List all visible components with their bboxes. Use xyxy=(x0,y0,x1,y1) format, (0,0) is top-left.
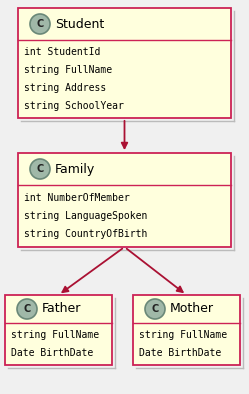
Text: Father: Father xyxy=(42,303,81,316)
Text: Family: Family xyxy=(55,162,95,175)
Bar xyxy=(18,8,231,118)
Text: Date BirthDate: Date BirthDate xyxy=(11,348,93,358)
Text: string FullName: string FullName xyxy=(24,65,112,75)
Text: C: C xyxy=(36,164,44,174)
Text: string FullName: string FullName xyxy=(139,330,227,340)
Text: C: C xyxy=(23,304,31,314)
Text: string Address: string Address xyxy=(24,83,106,93)
Text: int NumberOfMember: int NumberOfMember xyxy=(24,193,130,203)
Text: string LanguageSpoken: string LanguageSpoken xyxy=(24,211,147,221)
Text: string CountryOfBirth: string CountryOfBirth xyxy=(24,229,147,239)
Text: C: C xyxy=(151,304,159,314)
Circle shape xyxy=(30,14,50,34)
Circle shape xyxy=(145,299,165,319)
Text: Mother: Mother xyxy=(170,303,214,316)
Text: Student: Student xyxy=(55,17,104,30)
Text: string SchoolYear: string SchoolYear xyxy=(24,100,124,111)
Text: Date BirthDate: Date BirthDate xyxy=(139,348,221,358)
Text: C: C xyxy=(36,19,44,29)
Circle shape xyxy=(30,159,50,179)
Bar xyxy=(18,153,231,247)
Text: string FullName: string FullName xyxy=(11,330,99,340)
Bar xyxy=(5,295,112,365)
Circle shape xyxy=(17,299,37,319)
Text: int StudentId: int StudentId xyxy=(24,47,100,58)
Bar xyxy=(133,295,240,365)
